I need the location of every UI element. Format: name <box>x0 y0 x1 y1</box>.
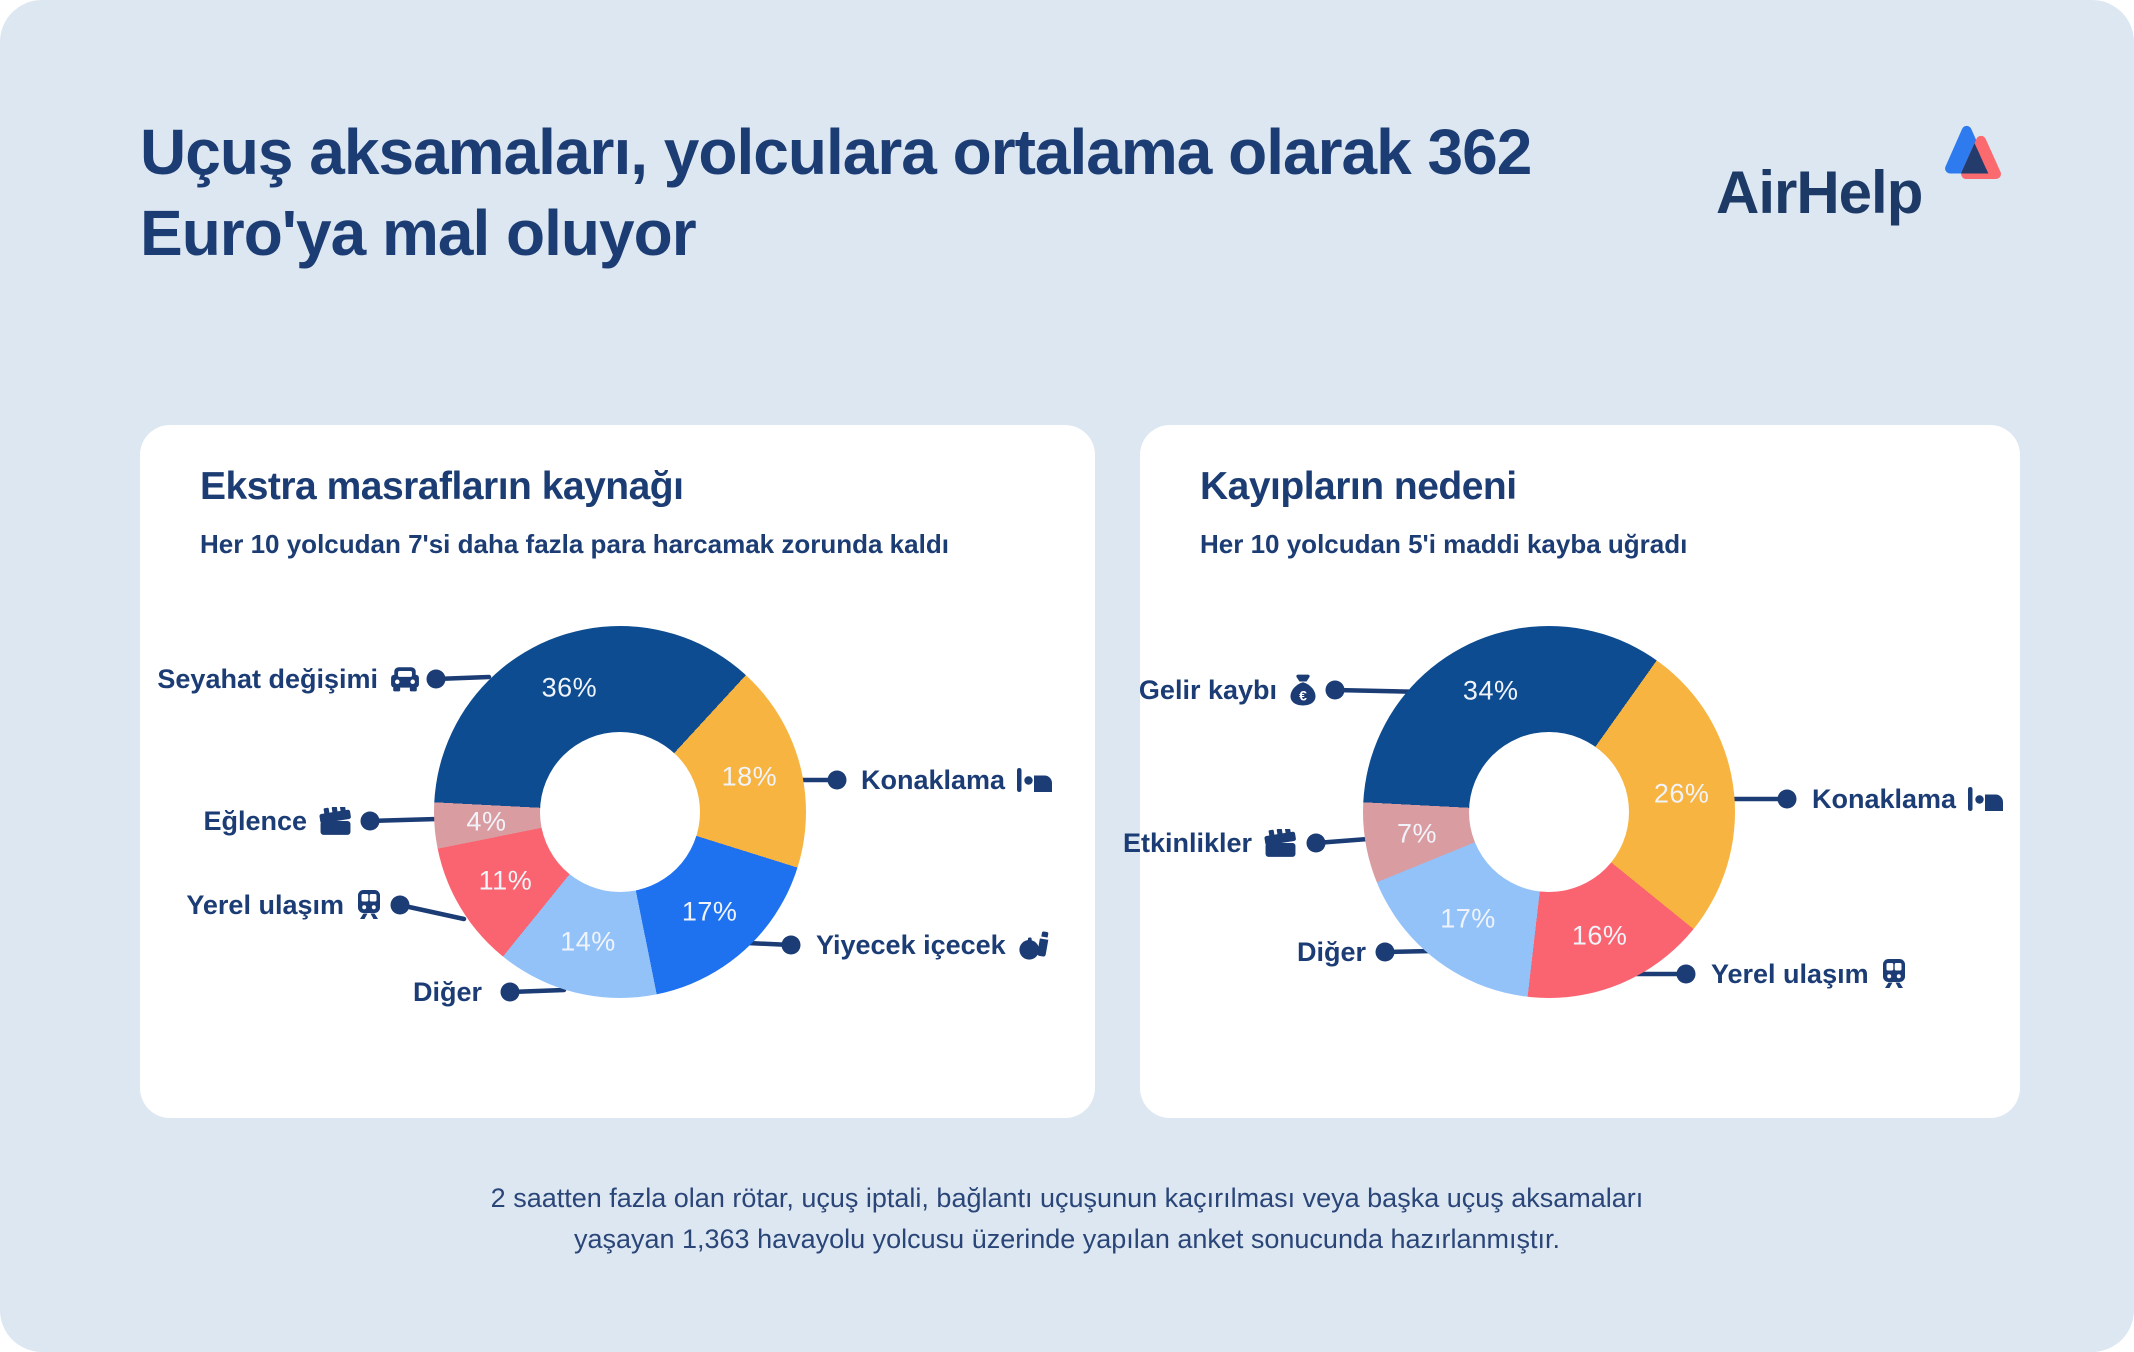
category-label: Konaklama <box>1812 783 1957 814</box>
card-extra-costs: Ekstra masrafların kaynağı Her 10 yolcud… <box>140 425 1095 1118</box>
car-icon <box>391 667 419 692</box>
slice-percent-label: 26% <box>1653 778 1710 809</box>
card-loss-reasons: Kayıpların nedeni Her 10 yolcudan 5'i ma… <box>1123 425 2020 1118</box>
card-title: Kayıpların nedeni <box>1200 465 1517 508</box>
clapperboard-icon <box>319 806 352 835</box>
footnote-line: 2 saatten fazla olan rötar, uçuş iptali,… <box>490 1183 1644 1213</box>
label-eglence: Eğlence <box>203 801 352 841</box>
page-title: Uçuş aksamaları, yolculara ortalama olar… <box>140 116 1532 269</box>
donut-chart-loss-reasons: 34% 26% 16% 17% 7% <box>1363 626 1735 998</box>
train-icon <box>358 890 380 919</box>
slice-percent-label: 36% <box>541 672 598 703</box>
donut-chart-extra-costs: 36% 18% 17% 14% 11% 4% <box>434 626 806 998</box>
airhelp-logo-mark-icon <box>1945 125 2001 180</box>
category-label: Etkinlikler <box>1122 827 1252 858</box>
slice-percent-label: 16% <box>1571 920 1628 951</box>
label-diger: Diğer <box>1297 932 1366 972</box>
airhelp-logo-text: AirHelp <box>1716 159 1923 226</box>
bed-icon <box>1968 787 2004 811</box>
category-label: Seyahat değişimi <box>157 663 378 694</box>
slice-percent-label: 18% <box>721 761 778 792</box>
label-konaklama: Konaklama <box>861 760 1053 800</box>
category-label: Yerel ulaşım <box>1711 958 1869 989</box>
category-label: Yerel ulaşım <box>186 889 344 920</box>
slice-percent-label: 4% <box>466 806 507 837</box>
category-label: Konaklama <box>861 764 1006 795</box>
footnote-line: yaşayan 1,363 havayolu yolcusu üzerinde … <box>573 1223 1561 1254</box>
label-yerel-ulasim: Yerel ulaşım <box>186 885 382 925</box>
clapperboard-icon <box>1264 828 1297 857</box>
airhelp-logo: AirHelp <box>1716 125 2006 248</box>
category-label: Diğer <box>1296 936 1366 967</box>
slice-percent-label: 17% <box>681 896 738 927</box>
card-title: Ekstra masrafların kaynağı <box>200 465 684 508</box>
label-konaklama: Konaklama <box>1812 779 2004 819</box>
bed-icon <box>1017 768 1053 792</box>
label-yerel-ulasim: Yerel ulaşım <box>1711 954 1907 994</box>
footnote: 2 saatten fazla olan rötar, uçuş iptali,… <box>0 1178 2134 1259</box>
train-icon <box>1882 959 1905 988</box>
slice-percent-label: 17% <box>1440 903 1496 934</box>
category-label: Yiyecek içecek <box>816 929 1006 960</box>
moneybag-icon <box>1290 674 1316 706</box>
label-seyahat-degisimi: Seyahat değişimi <box>157 659 420 699</box>
category-label: Eğlence <box>203 805 307 836</box>
label-diger: Diğer <box>413 972 482 1012</box>
slice-percent-label: 11% <box>478 865 533 896</box>
category-label: Diğer <box>412 976 482 1007</box>
card-subtitle: Her 10 yolcudan 5'i maddi kayba uğradı <box>1200 529 1688 559</box>
category-label: Gelir kaybı <box>1138 674 1277 705</box>
slice-percent-label: 14% <box>560 926 616 957</box>
slice-percent-label: 7% <box>1396 818 1437 849</box>
slice-percent-label: 34% <box>1462 675 1519 706</box>
label-yiyecek-icecek: Yiyecek içecek <box>816 925 1050 965</box>
food-drink-icon <box>1018 930 1050 960</box>
card-subtitle: Her 10 yolcudan 7'si daha fazla para har… <box>200 529 949 559</box>
label-etkinlikler: Etkinlikler <box>1123 823 1297 863</box>
label-gelir-kaybi: Gelir kaybı <box>1139 670 1317 710</box>
